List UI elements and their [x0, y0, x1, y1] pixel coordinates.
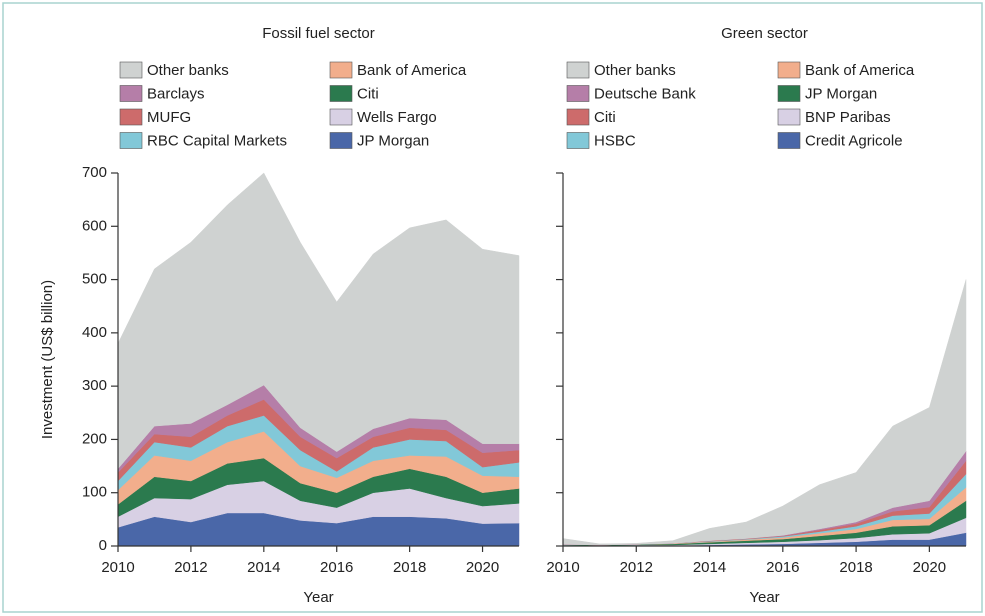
x-tick-label: 2016 — [320, 559, 353, 576]
legend-swatch — [329, 61, 353, 79]
legend-swatch — [329, 85, 353, 102]
legend-label: JP Morgan — [357, 132, 429, 149]
legend-swatch — [329, 108, 353, 126]
legend-label: Citi — [594, 109, 616, 126]
y-tick-label: 500 — [82, 271, 107, 288]
legend-label: Other banks — [594, 62, 676, 79]
x-tick-label: 2020 — [913, 559, 946, 576]
legend-label: Wells Fargo — [357, 109, 437, 126]
legend-label: Deutsche Bank — [594, 85, 696, 102]
y-tick-label: 300 — [82, 377, 107, 394]
x-tick-label: 2020 — [466, 559, 499, 576]
legend-swatch — [566, 61, 590, 79]
legend-swatch — [566, 85, 590, 102]
area — [117, 172, 520, 470]
legend-label: Other banks — [147, 62, 229, 79]
x-tick-label: 2018 — [393, 559, 426, 576]
legend-swatch — [777, 61, 801, 79]
legend-swatch — [777, 132, 801, 149]
legend-label: BNP Paribas — [805, 109, 891, 126]
legend-swatch — [777, 85, 801, 102]
y-tick-label: 700 — [82, 164, 107, 181]
x-tick-label: 2010 — [546, 559, 579, 576]
legend-label: HSBC — [594, 132, 636, 149]
y-tick-label: 400 — [82, 324, 107, 341]
y-tick-label: 0 — [99, 537, 107, 554]
panel-title: Fossil fuel sector — [262, 25, 375, 42]
legend-label: Citi — [357, 85, 379, 102]
x-tick-label: 2010 — [101, 559, 134, 576]
x-tick-label: 2016 — [766, 559, 799, 576]
panel-title: Green sector — [721, 25, 808, 42]
legend-swatch — [119, 108, 143, 126]
legend-swatch — [119, 85, 143, 102]
x-tick-label: 2014 — [693, 559, 726, 576]
legend-swatch — [119, 61, 143, 79]
legend-label: Bank of America — [805, 62, 915, 79]
x-tick-label: 2014 — [247, 559, 280, 576]
legend-swatch — [566, 108, 590, 126]
legend-label: RBC Capital Markets — [147, 132, 287, 149]
legend-label: MUFG — [147, 109, 191, 126]
x-tick-label: 2012 — [620, 559, 653, 576]
legend-swatch — [329, 132, 353, 149]
legend-label: Barclays — [147, 85, 205, 102]
x-axis-label: Year — [303, 589, 333, 606]
x-tick-label: 2012 — [174, 559, 207, 576]
y-tick-label: 100 — [82, 484, 107, 501]
legend-swatch — [777, 108, 801, 126]
legend-label: Bank of America — [357, 62, 467, 79]
x-tick-label: 2018 — [839, 559, 872, 576]
y-tick-label: 600 — [82, 217, 107, 234]
legend-label: Credit Agricole — [805, 132, 903, 149]
legend-label: JP Morgan — [805, 85, 877, 102]
area — [562, 279, 967, 546]
legend-swatch — [119, 132, 143, 149]
y-axis-label: Investment (US$ billion) — [39, 280, 56, 439]
y-tick-label: 200 — [82, 430, 107, 447]
x-axis-label: Year — [749, 589, 779, 606]
legend-swatch — [566, 132, 590, 149]
